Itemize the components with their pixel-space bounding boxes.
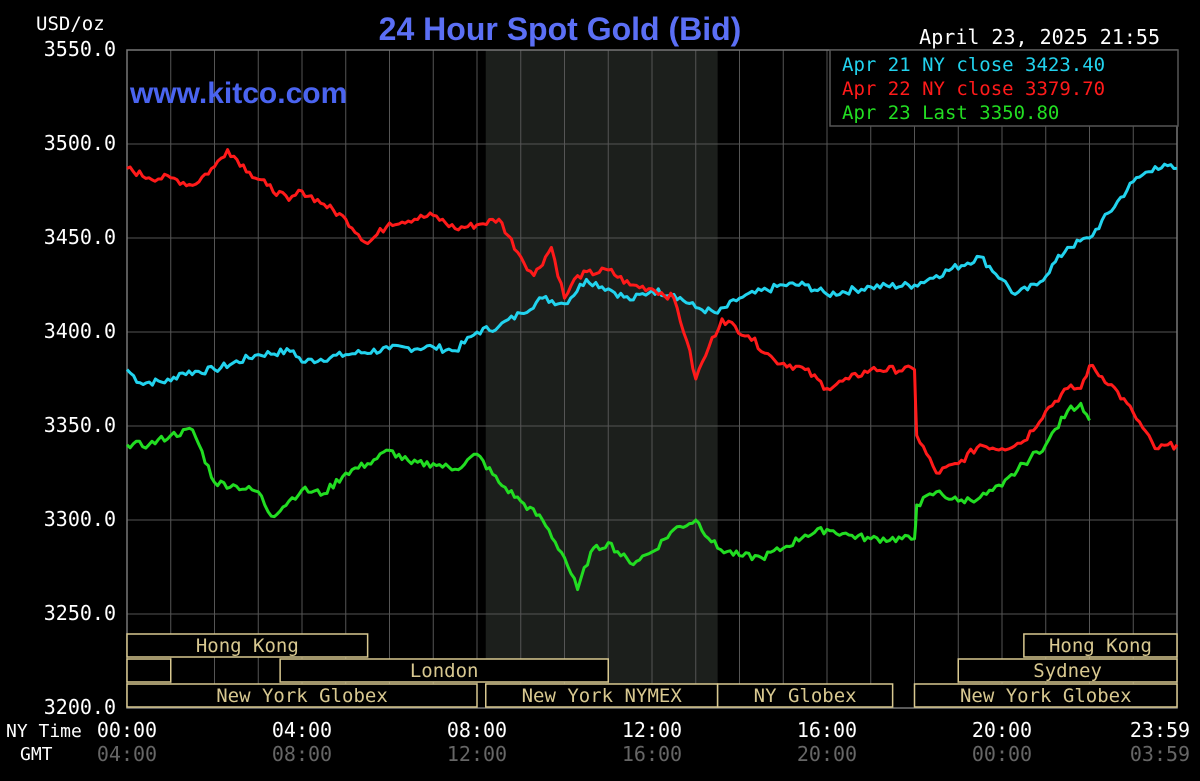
market-session-label: Hong Kong: [1049, 635, 1152, 657]
gmt-label: GMT: [20, 744, 53, 765]
y-tick-label: 3500.0: [44, 131, 116, 155]
legend-entry: Apr 22 NY close 3379.70: [842, 78, 1105, 100]
x-tick-label-ny: 04:00: [272, 718, 332, 742]
x-tick-label-ny: 00:00: [97, 718, 157, 742]
chart-title: 24 Hour Spot Gold (Bid): [379, 11, 742, 47]
market-session-box: [279, 658, 609, 683]
market-session-box: [126, 633, 369, 658]
x-tick-label-gmt: 00:00: [972, 742, 1032, 766]
watermark: www.kitco.com: [129, 77, 347, 110]
market-session-label: New York Globex: [216, 685, 388, 707]
legend-box: [829, 49, 1179, 127]
x-tick-label-gmt: 03:59: [1130, 742, 1190, 766]
x-tick-label-ny: 23:59: [1130, 718, 1190, 742]
x-tick-label-ny: 20:00: [972, 718, 1032, 742]
unit-label: USD/oz: [36, 13, 105, 35]
market-session-label: Sydney: [1033, 660, 1102, 682]
series-line: [125, 401, 1091, 592]
market-session-label: New York Globex: [960, 685, 1132, 707]
ny-time-label: NY Time: [6, 721, 82, 742]
legend: Apr 21 NY close 3423.40 Apr 22 NY close …: [829, 49, 1179, 127]
y-tick-label: 3550.0: [44, 37, 116, 61]
market-session-label: Hong Kong: [196, 635, 299, 657]
x-tick-label-gmt: 12:00: [447, 742, 507, 766]
series-line: [126, 148, 1179, 475]
market-session-box: [1023, 633, 1178, 658]
nymex-session-shade: [485, 50, 718, 708]
market-session-box: [126, 683, 478, 708]
legend-entry: Apr 21 NY close 3423.40: [842, 54, 1105, 76]
market-session-box: [716, 683, 894, 708]
x-tick-label-gmt: 08:00: [272, 742, 332, 766]
y-tick-label: 3200.0: [44, 695, 116, 719]
x-tick-label-ny: 16:00: [797, 718, 857, 742]
x-tick-label-gmt: 04:00: [97, 742, 157, 766]
y-tick-label: 3350.0: [44, 413, 116, 437]
market-session-box: [126, 658, 172, 683]
y-tick-label: 3250.0: [44, 601, 116, 625]
plot-frame: [126, 49, 1178, 709]
y-tick-label: 3450.0: [44, 225, 116, 249]
x-tick-label-gmt: 16:00: [622, 742, 682, 766]
x-tick-label-gmt: 20:00: [797, 742, 857, 766]
y-tick-label: 3300.0: [44, 507, 116, 531]
timestamp: April 23, 2025 21:55: [919, 25, 1160, 49]
market-session-label: NY Globex: [754, 685, 857, 707]
market-session-box: [957, 658, 1178, 683]
market-session-label: New York NYMEX: [522, 685, 683, 707]
market-session-box: [913, 683, 1178, 708]
x-tick-label-ny: 12:00: [622, 718, 682, 742]
x-tick-label-ny: 08:00: [447, 718, 507, 742]
y-tick-label: 3400.0: [44, 319, 116, 343]
legend-entry: Apr 23 Last 3350.80: [842, 102, 1059, 124]
market-session-label: London: [410, 660, 479, 682]
